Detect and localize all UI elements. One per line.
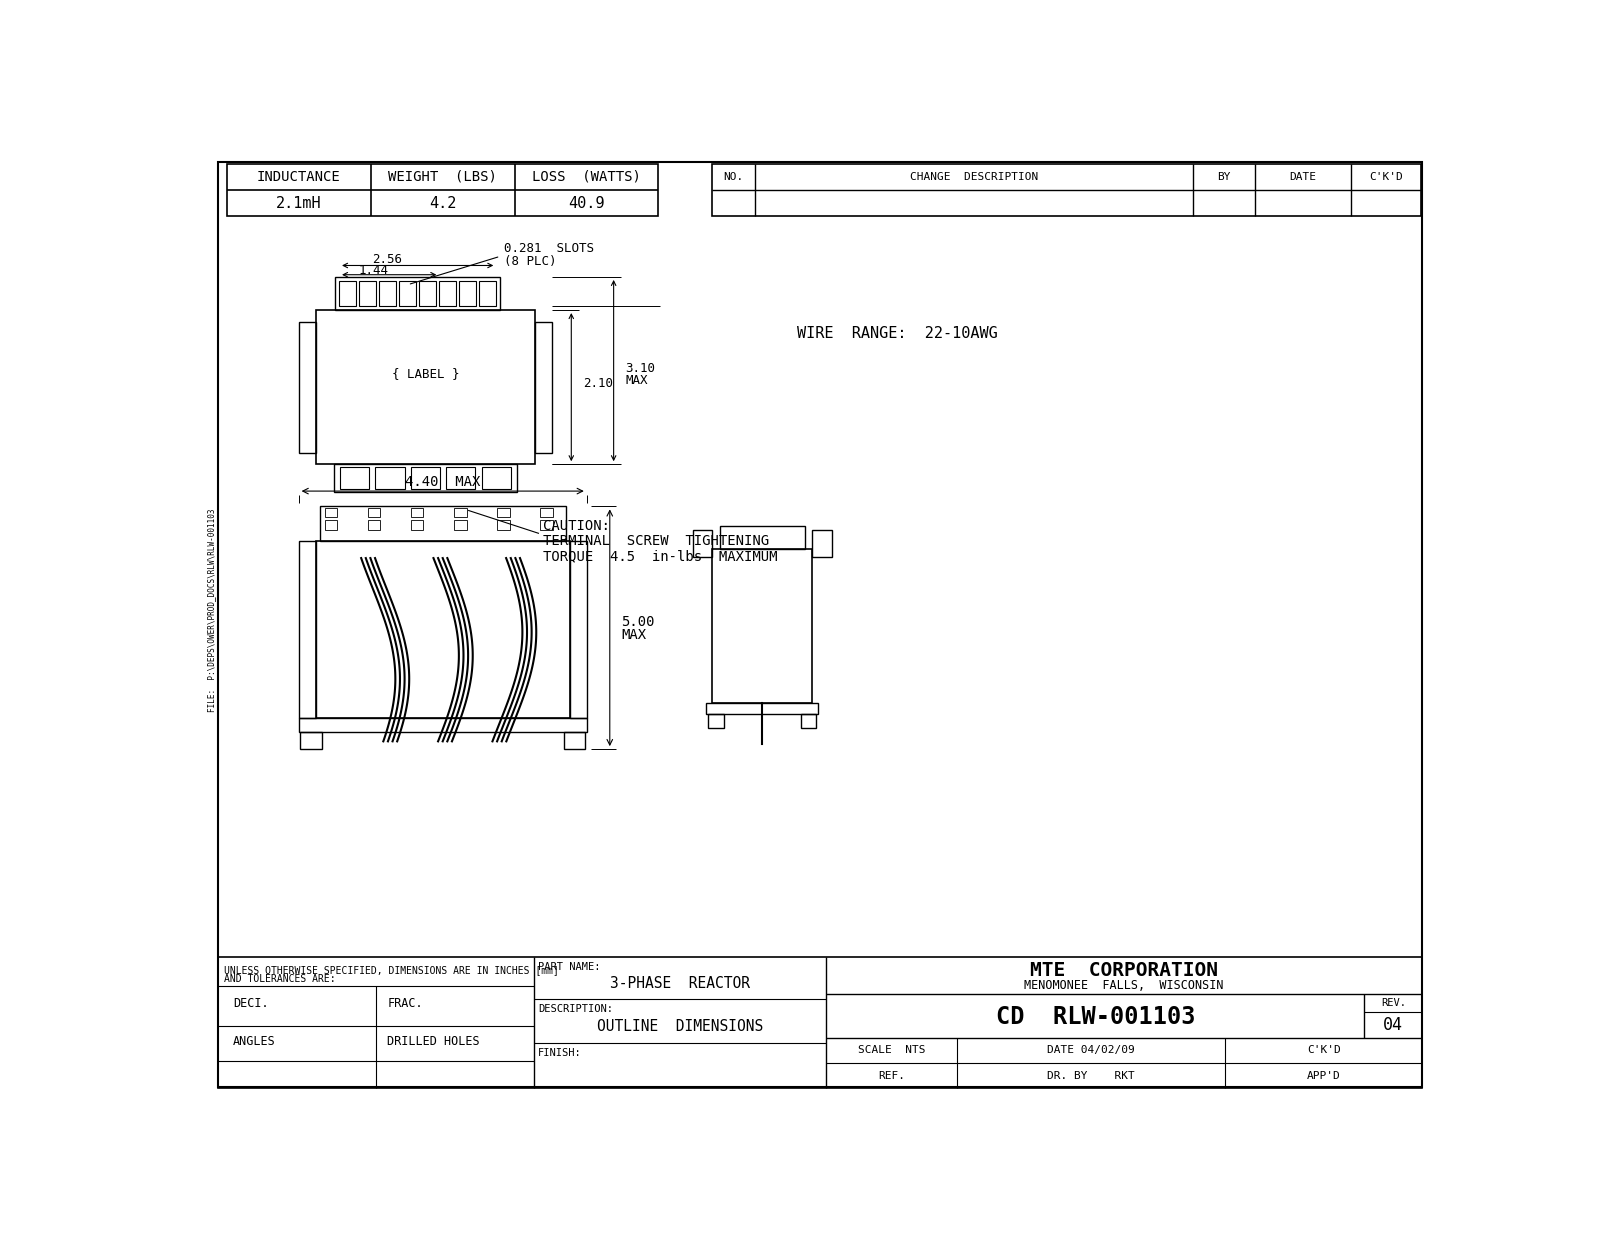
Text: ANGLES: ANGLES: [234, 1035, 277, 1048]
Text: 5.00: 5.00: [621, 615, 654, 628]
Text: APP'D: APP'D: [1307, 1071, 1341, 1081]
Text: BY: BY: [1218, 172, 1230, 182]
Bar: [712, 163, 1421, 216]
Text: 4.40  MAX: 4.40 MAX: [405, 475, 480, 489]
Bar: [693, 529, 712, 557]
Bar: [376, 468, 405, 489]
Text: 3.10: 3.10: [626, 362, 654, 375]
Bar: [419, 281, 437, 307]
Bar: [534, 322, 552, 453]
Text: FRAC.: FRAC.: [387, 997, 422, 1009]
Text: (8 PLC): (8 PLC): [504, 255, 557, 268]
Bar: [720, 526, 805, 549]
Text: INDUCTANCE: INDUCTANCE: [258, 169, 341, 184]
Bar: [411, 508, 424, 517]
Bar: [813, 529, 832, 557]
Bar: [325, 521, 338, 529]
Bar: [498, 508, 510, 517]
Text: CD  RLW-001103: CD RLW-001103: [995, 1004, 1195, 1029]
Bar: [325, 508, 338, 517]
Bar: [563, 732, 586, 750]
Bar: [227, 163, 658, 216]
Text: LOSS  (WATTS): LOSS (WATTS): [531, 169, 642, 184]
Bar: [299, 322, 315, 453]
Bar: [368, 521, 381, 529]
Bar: [706, 703, 819, 715]
Bar: [440, 281, 456, 307]
Bar: [398, 281, 416, 307]
Bar: [320, 506, 566, 541]
Text: FINISH:: FINISH:: [538, 1048, 582, 1058]
Bar: [299, 719, 587, 732]
Text: TORQUE  4.5  in-lbs  MAXIMUM: TORQUE 4.5 in-lbs MAXIMUM: [542, 549, 778, 564]
Bar: [339, 281, 357, 307]
Bar: [218, 957, 1422, 1087]
Text: DR. BY    RKT: DR. BY RKT: [1048, 1071, 1136, 1081]
Bar: [301, 732, 322, 750]
Text: UNLESS OTHERWISE SPECIFIED, DIMENSIONS ARE IN INCHES [mm]: UNLESS OTHERWISE SPECIFIED, DIMENSIONS A…: [224, 965, 558, 975]
Bar: [368, 508, 381, 517]
Text: REV.: REV.: [1381, 998, 1406, 1008]
Text: MTE  CORPORATION: MTE CORPORATION: [1030, 961, 1218, 980]
Text: OUTLINE  DIMENSIONS: OUTLINE DIMENSIONS: [597, 1019, 763, 1034]
Text: DECI.: DECI.: [234, 997, 269, 1009]
Bar: [454, 521, 467, 529]
Text: 1.44: 1.44: [358, 265, 389, 277]
Bar: [339, 468, 370, 489]
Text: DATE 04/02/09: DATE 04/02/09: [1048, 1045, 1136, 1055]
Text: DESCRIPTION:: DESCRIPTION:: [538, 1004, 613, 1014]
Text: 40.9: 40.9: [568, 195, 605, 210]
Text: C'K'D: C'K'D: [1370, 172, 1403, 182]
Bar: [454, 508, 467, 517]
Text: MAX: MAX: [621, 628, 646, 642]
Text: 2.10: 2.10: [582, 377, 613, 390]
Text: WEIGHT  (LBS): WEIGHT (LBS): [389, 169, 498, 184]
Bar: [480, 281, 496, 307]
Bar: [315, 541, 570, 719]
Bar: [446, 468, 475, 489]
Text: AND TOLERANCES ARE:: AND TOLERANCES ARE:: [224, 975, 336, 985]
Bar: [299, 541, 315, 719]
Text: TERMINAL  SCREW  TIGHTENING: TERMINAL SCREW TIGHTENING: [542, 534, 770, 548]
Text: SCALE  NTS: SCALE NTS: [858, 1045, 925, 1055]
Text: { LABEL }: { LABEL }: [392, 367, 459, 380]
Bar: [336, 277, 501, 310]
Text: 2.1mH: 2.1mH: [277, 195, 322, 210]
Bar: [411, 521, 424, 529]
Bar: [712, 549, 813, 703]
Text: 0.281  SLOTS: 0.281 SLOTS: [504, 242, 594, 255]
Bar: [459, 281, 477, 307]
Bar: [541, 521, 554, 529]
Text: CAUTION:: CAUTION:: [542, 518, 610, 533]
Bar: [482, 468, 510, 489]
Text: WIRE  RANGE:  22-10AWG: WIRE RANGE: 22-10AWG: [797, 325, 997, 340]
Bar: [800, 715, 816, 729]
Text: 2.56: 2.56: [371, 252, 402, 266]
Bar: [358, 281, 376, 307]
Text: CHANGE  DESCRIPTION: CHANGE DESCRIPTION: [910, 172, 1038, 182]
Text: DATE: DATE: [1290, 172, 1317, 182]
Text: MENOMONEE  FALLS,  WISCONSIN: MENOMONEE FALLS, WISCONSIN: [1024, 978, 1224, 992]
Bar: [379, 281, 397, 307]
Text: 3-PHASE  REACTOR: 3-PHASE REACTOR: [610, 976, 750, 991]
Bar: [334, 464, 517, 492]
Bar: [498, 521, 510, 529]
Bar: [709, 715, 723, 729]
Text: REF.: REF.: [878, 1071, 906, 1081]
Text: 04: 04: [1384, 1017, 1403, 1034]
Bar: [570, 541, 587, 719]
Text: DRILLED HOLES: DRILLED HOLES: [387, 1035, 480, 1048]
Text: 4.2: 4.2: [429, 195, 456, 210]
Text: FILE:  P:\DEPS\OWER\PROD_DOCS\RLW\RLW-001103: FILE: P:\DEPS\OWER\PROD_DOCS\RLW\RLW-001…: [208, 508, 216, 713]
Text: PART NAME:: PART NAME:: [538, 962, 600, 972]
Bar: [411, 468, 440, 489]
Bar: [541, 508, 554, 517]
Bar: [315, 310, 534, 464]
Text: NO.: NO.: [723, 172, 744, 182]
Text: MAX: MAX: [626, 374, 648, 387]
Text: C'K'D: C'K'D: [1307, 1045, 1341, 1055]
